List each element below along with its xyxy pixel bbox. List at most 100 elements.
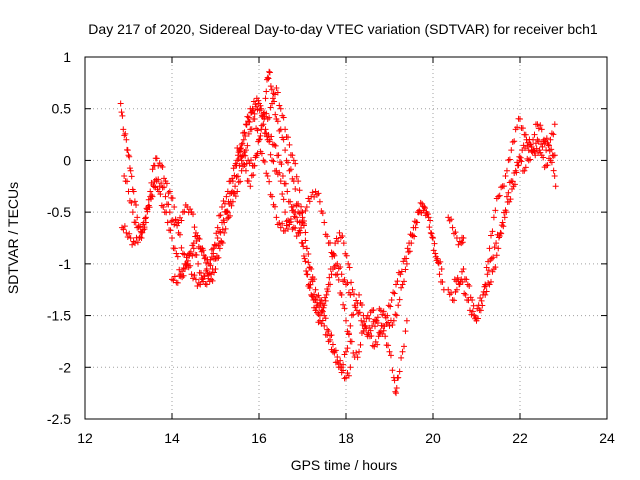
data-point (161, 184, 168, 191)
data-point (493, 252, 500, 259)
data-point (446, 291, 453, 298)
data-point (338, 271, 345, 278)
data-point (477, 295, 484, 302)
data-point (292, 208, 299, 215)
data-point (546, 147, 553, 154)
data-point (332, 347, 339, 354)
data-point (328, 332, 335, 339)
data-point (302, 207, 309, 214)
data-point (270, 158, 277, 165)
data-point (242, 152, 249, 159)
data-point (506, 156, 513, 163)
data-point (231, 172, 238, 179)
data-point (426, 224, 433, 231)
data-point (168, 218, 175, 225)
data-point (269, 157, 276, 164)
data-point (274, 221, 281, 228)
data-point (149, 166, 156, 173)
data-point (338, 291, 345, 298)
data-point (495, 193, 502, 200)
data-point (404, 245, 411, 252)
data-point (232, 193, 239, 200)
data-point (298, 239, 305, 246)
data-point (207, 262, 214, 269)
data-point (195, 260, 202, 267)
data-point (140, 226, 146, 233)
data-point (272, 111, 279, 118)
data-point (319, 308, 326, 315)
data-point (490, 214, 497, 221)
data-point (127, 167, 134, 174)
data-point (241, 129, 248, 136)
data-point (228, 189, 235, 196)
data-point (463, 276, 470, 283)
data-point (361, 325, 368, 332)
data-point (352, 304, 359, 311)
data-point (298, 203, 305, 210)
data-point (466, 307, 473, 314)
data-point (311, 276, 318, 283)
data-point (199, 276, 206, 283)
y-tick-label: -2.5 (47, 411, 71, 427)
data-point (482, 291, 489, 298)
data-point (247, 183, 254, 190)
data-point (469, 297, 476, 304)
data-point (169, 235, 175, 241)
data-point (250, 107, 257, 114)
data-point (150, 182, 157, 189)
data-point (397, 271, 404, 278)
data-point (216, 228, 223, 235)
data-point (486, 245, 493, 252)
data-point (279, 190, 286, 197)
data-point (254, 106, 261, 113)
data-point (125, 188, 132, 195)
y-tick-labels: -2.5 -2 -1.5 -1 -0.5 0 0.5 1 (47, 49, 71, 427)
data-point (400, 258, 407, 265)
data-point (391, 290, 398, 297)
data-point (260, 157, 267, 164)
data-point (163, 209, 170, 216)
data-point (552, 183, 559, 190)
data-point (250, 98, 257, 105)
data-point (129, 209, 136, 216)
data-point (264, 172, 271, 179)
data-point (386, 348, 393, 355)
data-point (343, 252, 350, 259)
data-point (295, 178, 302, 185)
data-point (270, 90, 277, 97)
data-point (280, 196, 287, 203)
data-point (312, 286, 319, 293)
data-point (301, 255, 308, 262)
data-point (119, 112, 126, 119)
data-point (273, 214, 280, 221)
data-point (305, 259, 312, 266)
data-point (406, 240, 413, 247)
data-point (146, 204, 153, 211)
data-point (483, 288, 490, 295)
data-point (277, 105, 284, 112)
data-point (390, 289, 397, 296)
data-point (128, 199, 135, 206)
data-point (195, 235, 202, 241)
data-point (248, 157, 255, 164)
data-point (518, 158, 525, 165)
data-point (458, 240, 465, 247)
data-point (451, 230, 458, 237)
data-point (191, 224, 198, 231)
data-point (277, 224, 284, 231)
data-point (221, 219, 228, 226)
data-point (492, 207, 499, 214)
data-point (285, 159, 291, 166)
data-point (292, 185, 299, 192)
data-point (331, 348, 338, 355)
data-point (417, 199, 424, 206)
data-point (550, 131, 557, 138)
data-point (190, 245, 197, 252)
x-axis-label: GPS time / hours (291, 457, 398, 473)
data-point (505, 157, 512, 164)
data-point (266, 68, 273, 75)
data-point (335, 265, 342, 272)
data-point (245, 178, 252, 185)
data-point (543, 135, 550, 142)
